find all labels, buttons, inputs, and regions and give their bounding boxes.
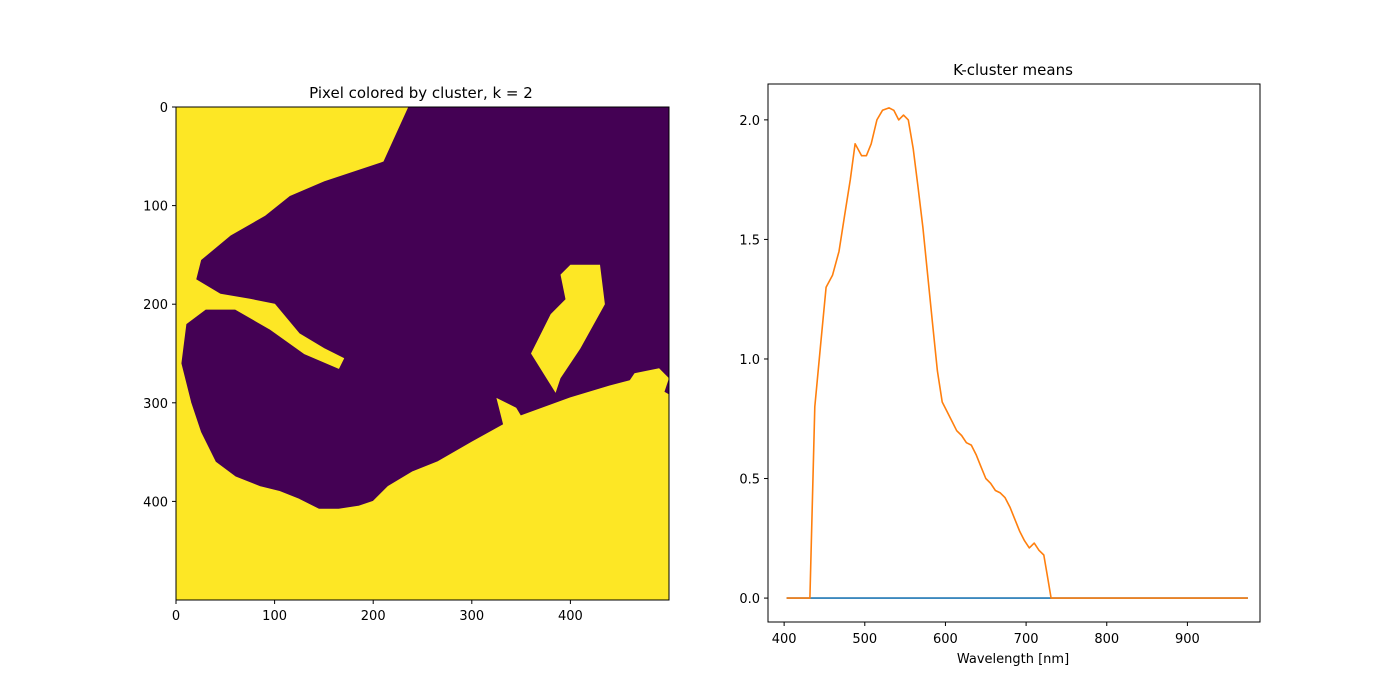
cluster-1-patch	[624, 368, 669, 395]
y-tick-label: 200	[143, 298, 168, 313]
y-tick-label: 300	[143, 397, 168, 412]
y-tick-label: 100	[143, 200, 168, 215]
cluster-means-title: K-cluster means	[953, 61, 1073, 79]
cluster-1-patch	[531, 264, 605, 393]
cluster-means-plot	[767, 83, 1261, 623]
cluster-means-ticks: 400 500 600 700 800 900 0.0 0.5 1.0 1.5 2.0	[739, 114, 1200, 647]
plot-frame	[767, 83, 1261, 623]
cluster-image-plot	[175, 106, 670, 601]
y-tick-label: 400	[143, 495, 168, 510]
x-tick-label: 800	[1094, 632, 1119, 647]
cluster-1-region	[175, 106, 670, 601]
x-tick-label: 900	[1175, 632, 1200, 647]
x-tick-label: 200	[361, 609, 386, 624]
cluster-means-xlabel: Wavelength [nm]	[957, 652, 1069, 667]
x-tick-label: 0	[172, 609, 180, 624]
x-tick-label: 100	[262, 609, 287, 624]
y-tick-label: 0.5	[739, 473, 760, 488]
y-tick-label: 1.5	[739, 233, 760, 248]
cluster-image-panel: Pixel colored by cluster, k = 2 0 100 200 3…	[143, 84, 670, 624]
cluster-image-title: Pixel colored by cluster, k = 2	[309, 84, 533, 102]
x-tick-label: 700	[1014, 632, 1039, 647]
x-tick-label: 500	[852, 632, 877, 647]
x-tick-label: 300	[459, 609, 484, 624]
cluster-means-panel: K-cluster means 400 500 600 700 800 900 0.0 0.5…	[739, 61, 1261, 667]
x-tick-label: 400	[772, 632, 797, 647]
y-tick-label: 0.0	[739, 592, 760, 607]
cluster-1-patch	[496, 397, 531, 448]
cluster-image-ticks: 0 100 200 300 400 0 100 200 300 400	[143, 101, 583, 624]
cluster-image-frame	[175, 106, 670, 601]
series-line	[786, 107, 1248, 599]
x-tick-label: 400	[558, 609, 583, 624]
y-tick-label: 2.0	[739, 114, 760, 129]
y-tick-label: 0	[160, 101, 168, 116]
plot-background	[768, 84, 1260, 622]
x-tick-label: 600	[933, 632, 958, 647]
y-tick-label: 1.0	[739, 353, 760, 368]
